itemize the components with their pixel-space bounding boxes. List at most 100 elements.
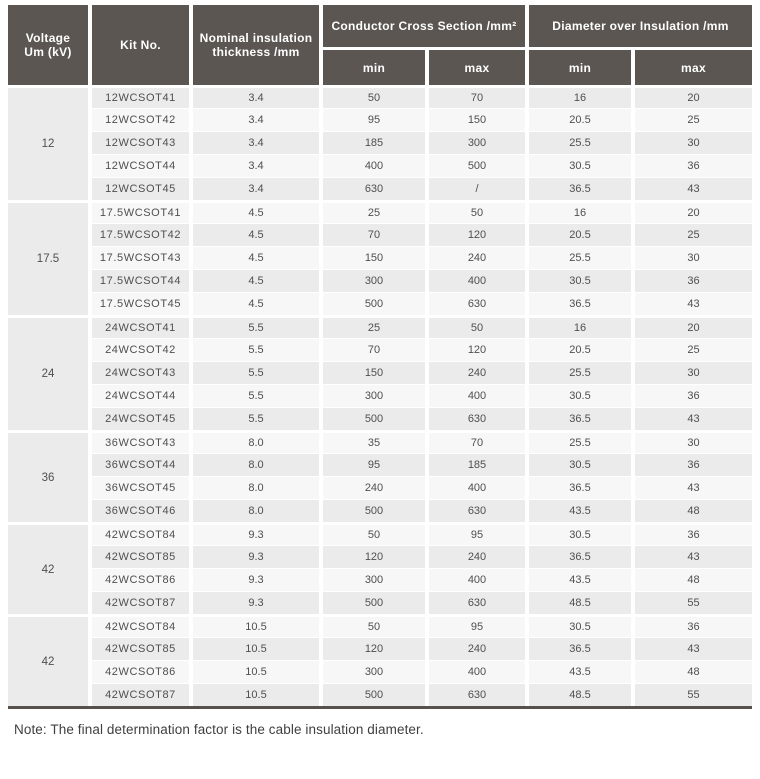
ccs-min-cell: 35 [319, 430, 425, 453]
thickness-cell: 4.5 [189, 223, 319, 246]
ccs-max-cell: 120 [425, 223, 525, 246]
dia-max-cell: 43 [631, 177, 753, 200]
voltage-group-cell: 12 [8, 85, 88, 200]
ccs-max-cell: 630 [425, 499, 525, 522]
dia-min-cell: 16 [525, 85, 631, 108]
voltage-group-cell: 42 [8, 614, 88, 706]
thickness-cell: 9.3 [189, 545, 319, 568]
kit-no-cell: 24WCSOT44 [88, 384, 189, 407]
ccs-max-cell: 400 [425, 384, 525, 407]
dia-min-cell: 16 [525, 315, 631, 338]
dia-max-cell: 25 [631, 338, 753, 361]
footnote: Note: The final determination factor is … [14, 722, 424, 737]
thickness-cell: 4.5 [189, 269, 319, 292]
ccs-max-cell: 300 [425, 131, 525, 154]
kit-no-cell: 42WCSOT86 [88, 568, 189, 591]
dia-min-cell: 30.5 [525, 522, 631, 545]
table-row: 42WCSOT85 10.5 120 240 36.5 43 [8, 637, 753, 660]
dia-max-cell: 25 [631, 223, 753, 246]
table-row: 17.5WCSOT44 4.5 300 400 30.5 36 [8, 269, 753, 292]
thickness-cell: 9.3 [189, 522, 319, 545]
ccs-max-cell: 400 [425, 269, 525, 292]
dia-min-cell: 30.5 [525, 614, 631, 637]
ccs-max-cell: / [425, 177, 525, 200]
dia-max-cell: 43 [631, 637, 753, 660]
ccs-min-cell: 500 [319, 407, 425, 430]
dia-max-cell: 30 [631, 361, 753, 384]
kit-no-cell: 17.5WCSOT43 [88, 246, 189, 269]
dia-max-cell: 43 [631, 476, 753, 499]
kit-no-cell: 42WCSOT85 [88, 637, 189, 660]
dia-max-cell: 30 [631, 430, 753, 453]
kit-no-cell: 42WCSOT85 [88, 545, 189, 568]
thickness-cell: 9.3 [189, 591, 319, 614]
table-row: 17.5WCSOT43 4.5 150 240 25.5 30 [8, 246, 753, 269]
ccs-min-cell: 120 [319, 545, 425, 568]
table-row: 42 42WCSOT84 9.3 50 95 30.5 36 [8, 522, 753, 614]
dia-min-cell: 25.5 [525, 430, 631, 453]
dia-min-cell: 36.5 [525, 545, 631, 568]
thickness-cell: 3.4 [189, 131, 319, 154]
ccs-min-cell: 400 [319, 154, 425, 177]
dia-min-cell: 30.5 [525, 453, 631, 476]
thickness-cell: 3.4 [189, 154, 319, 177]
dia-max-cell: 20 [631, 85, 753, 108]
ccs-min-cell: 50 [319, 614, 425, 637]
kit-no-cell: 12WCSOT42 [88, 108, 189, 131]
dia-max-cell: 43 [631, 545, 753, 568]
thickness-cell: 5.5 [189, 384, 319, 407]
thickness-cell: 10.5 [189, 660, 319, 683]
ccs-min-cell: 300 [319, 269, 425, 292]
thickness-cell: 10.5 [189, 637, 319, 660]
table-row: 17.5WCSOT45 4.5 500 630 36.5 43 [8, 292, 753, 315]
kit-no-cell: 12WCSOT43 [88, 131, 189, 154]
ccs-min-cell: 240 [319, 476, 425, 499]
kit-no-cell: 36WCSOT45 [88, 476, 189, 499]
thickness-cell: 5.5 [189, 338, 319, 361]
ccs-max-cell: 95 [425, 522, 525, 545]
dia-max-cell: 55 [631, 591, 753, 614]
ccs-min-cell: 95 [319, 108, 425, 131]
kit-no-cell: 36WCSOT44 [88, 453, 189, 476]
dia-max-cell: 43 [631, 407, 753, 430]
header-conductor-cross-section: Conductor Cross Section /mm² [319, 5, 525, 47]
ccs-min-cell: 70 [319, 223, 425, 246]
ccs-min-cell: 500 [319, 499, 425, 522]
kit-no-cell: 12WCSOT44 [88, 154, 189, 177]
thickness-cell: 3.4 [189, 177, 319, 200]
ccs-min-cell: 95 [319, 453, 425, 476]
thickness-cell: 8.0 [189, 476, 319, 499]
dia-max-cell: 55 [631, 683, 753, 706]
ccs-min-cell: 70 [319, 338, 425, 361]
dia-min-cell: 20.5 [525, 223, 631, 246]
dia-min-cell: 25.5 [525, 246, 631, 269]
table-row: 42 42WCSOT84 10.5 50 95 30.5 36 [8, 614, 753, 706]
thickness-cell: 8.0 [189, 430, 319, 453]
kit-no-cell: 24WCSOT45 [88, 407, 189, 430]
thickness-cell: 4.5 [189, 246, 319, 269]
dia-max-cell: 48 [631, 499, 753, 522]
ccs-min-cell: 500 [319, 292, 425, 315]
ccs-max-cell: 50 [425, 200, 525, 223]
kit-no-cell: 17.5WCSOT41 [88, 200, 189, 223]
dia-max-cell: 36 [631, 522, 753, 545]
dia-max-cell: 30 [631, 246, 753, 269]
dia-min-cell: 20.5 [525, 108, 631, 131]
table-row: 24WCSOT42 5.5 70 120 20.5 25 [8, 338, 753, 361]
kit-no-cell: 12WCSOT41 [88, 85, 189, 108]
table-row: 12WCSOT45 3.4 630/36.5 43 [8, 177, 753, 200]
kit-no-cell: 42WCSOT84 [88, 614, 189, 637]
dia-max-cell: 36 [631, 614, 753, 637]
dia-max-cell: 20 [631, 200, 753, 223]
header-kit-no: Kit No. [88, 5, 189, 85]
table-row: 24WCSOT45 5.5 500 630 36.5 43 [8, 407, 753, 430]
dia-max-cell: 48 [631, 660, 753, 683]
ccs-max-cell: 400 [425, 476, 525, 499]
dia-min-cell: 20.5 [525, 338, 631, 361]
ccs-max-cell: 500 [425, 154, 525, 177]
ccs-min-cell: 25 [319, 200, 425, 223]
thickness-cell: 10.5 [189, 683, 319, 706]
dia-max-cell: 30 [631, 131, 753, 154]
kit-no-cell: 24WCSOT42 [88, 338, 189, 361]
